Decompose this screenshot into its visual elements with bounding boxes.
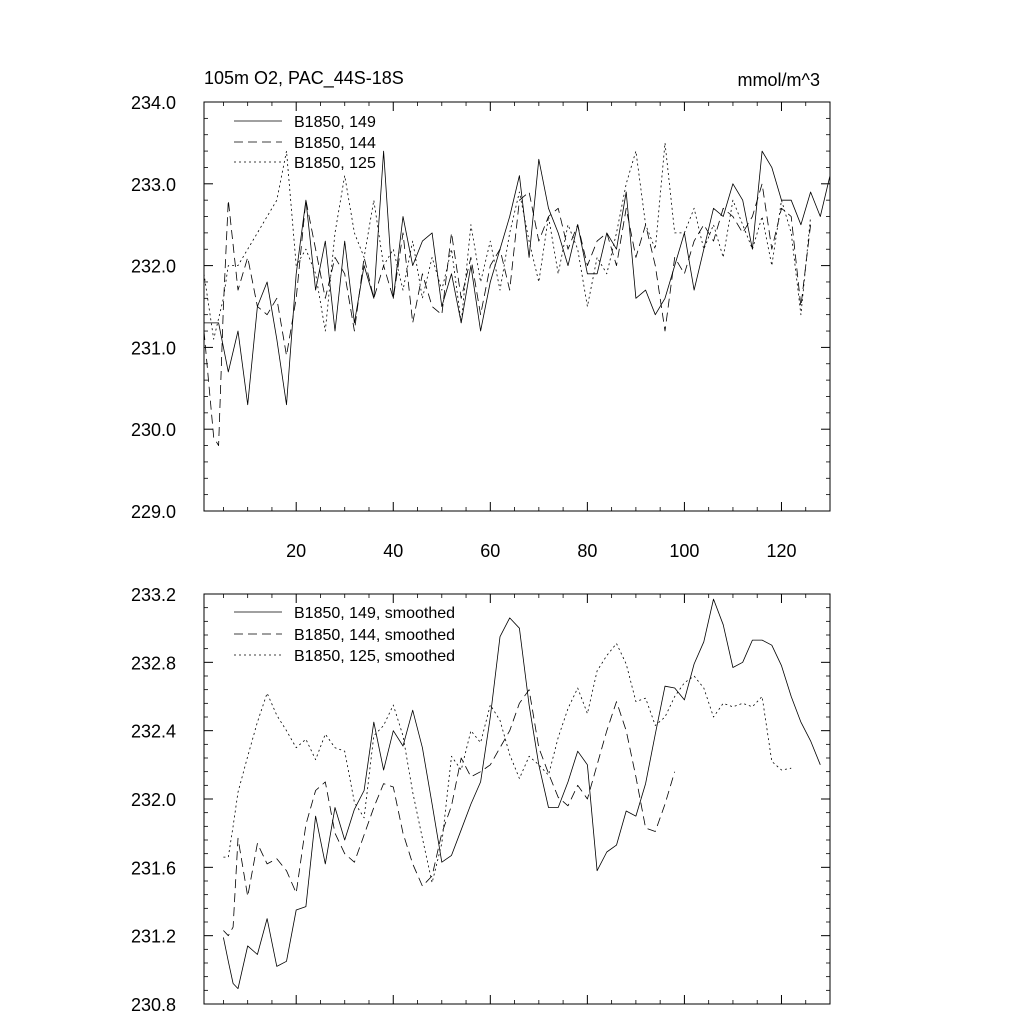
bottom-series-line-solid xyxy=(223,598,821,989)
bottom-legend: B1850, 149, smoothed B1850, 144, smoothe… xyxy=(234,605,455,665)
bottom-series-lines xyxy=(223,598,821,989)
bottom-ytick-label: 230.8 xyxy=(131,995,176,1015)
bottom-series-line-dotted xyxy=(223,643,792,884)
bottom-legend-label-144: B1850, 144, smoothed xyxy=(294,627,455,644)
top-panel: 105m O2, PAC_44S-18S mmol/m^3 20 40 60 80 10… xyxy=(131,68,831,561)
top-series-line-dotted xyxy=(203,142,811,340)
top-ytick-label: 230.0 xyxy=(131,420,176,440)
bottom-legend-label-149: B1850, 149, smoothed xyxy=(294,605,455,622)
top-ytick-label: 229.0 xyxy=(131,502,176,522)
top-legend-label-149: B1850, 149 xyxy=(294,114,376,131)
bottom-ytick-label: 233.2 xyxy=(131,585,176,605)
top-xtick-label: 60 xyxy=(480,541,500,561)
bottom-ytick-label: 232.4 xyxy=(131,722,176,742)
top-xtick-label: 40 xyxy=(383,541,403,561)
top-chart-units: mmol/m^3 xyxy=(738,70,820,90)
bottom-ytick-label: 231.6 xyxy=(131,858,176,878)
top-ytick-label: 234.0 xyxy=(131,93,176,113)
bottom-ytick-label: 231.2 xyxy=(131,927,176,947)
top-axis-ticks: 20 40 60 80 100 120 229.0 230.0 231.0 232.0 233.0 2… xyxy=(131,93,831,561)
top-xtick-label: 80 xyxy=(577,541,597,561)
top-legend-label-125: B1850, 125 xyxy=(294,155,376,172)
top-ytick-label: 232.0 xyxy=(131,257,176,277)
top-series-line-dashed xyxy=(203,183,811,447)
bottom-series-line-dashed xyxy=(223,689,676,937)
top-xtick-label: 100 xyxy=(669,541,699,561)
top-chart-title: 105m O2, PAC_44S-18S xyxy=(204,68,404,89)
top-xtick-label: 120 xyxy=(766,541,796,561)
top-ytick-label: 233.0 xyxy=(131,175,176,195)
top-legend-label-144: B1850, 144 xyxy=(294,135,376,152)
top-legend: B1850, 149 B1850, 144 B1850, 125 xyxy=(234,114,376,172)
bottom-ytick-label: 232.0 xyxy=(131,790,176,810)
bottom-panel: 230.8 231.2 231.6 232.0 232.4 232.8 233.2 B185… xyxy=(131,585,831,1015)
top-ytick-label: 231.0 xyxy=(131,338,176,358)
top-plot-frame xyxy=(203,101,831,512)
top-series-line-solid xyxy=(204,150,831,406)
top-series-lines xyxy=(203,142,831,447)
top-xtick-label: 20 xyxy=(286,541,306,561)
bottom-legend-label-125: B1850, 125, smoothed xyxy=(294,648,455,665)
bottom-ytick-label: 232.8 xyxy=(131,653,176,673)
bottom-axis-ticks: 230.8 231.2 231.6 232.0 232.4 232.8 233.2 xyxy=(131,585,831,1015)
